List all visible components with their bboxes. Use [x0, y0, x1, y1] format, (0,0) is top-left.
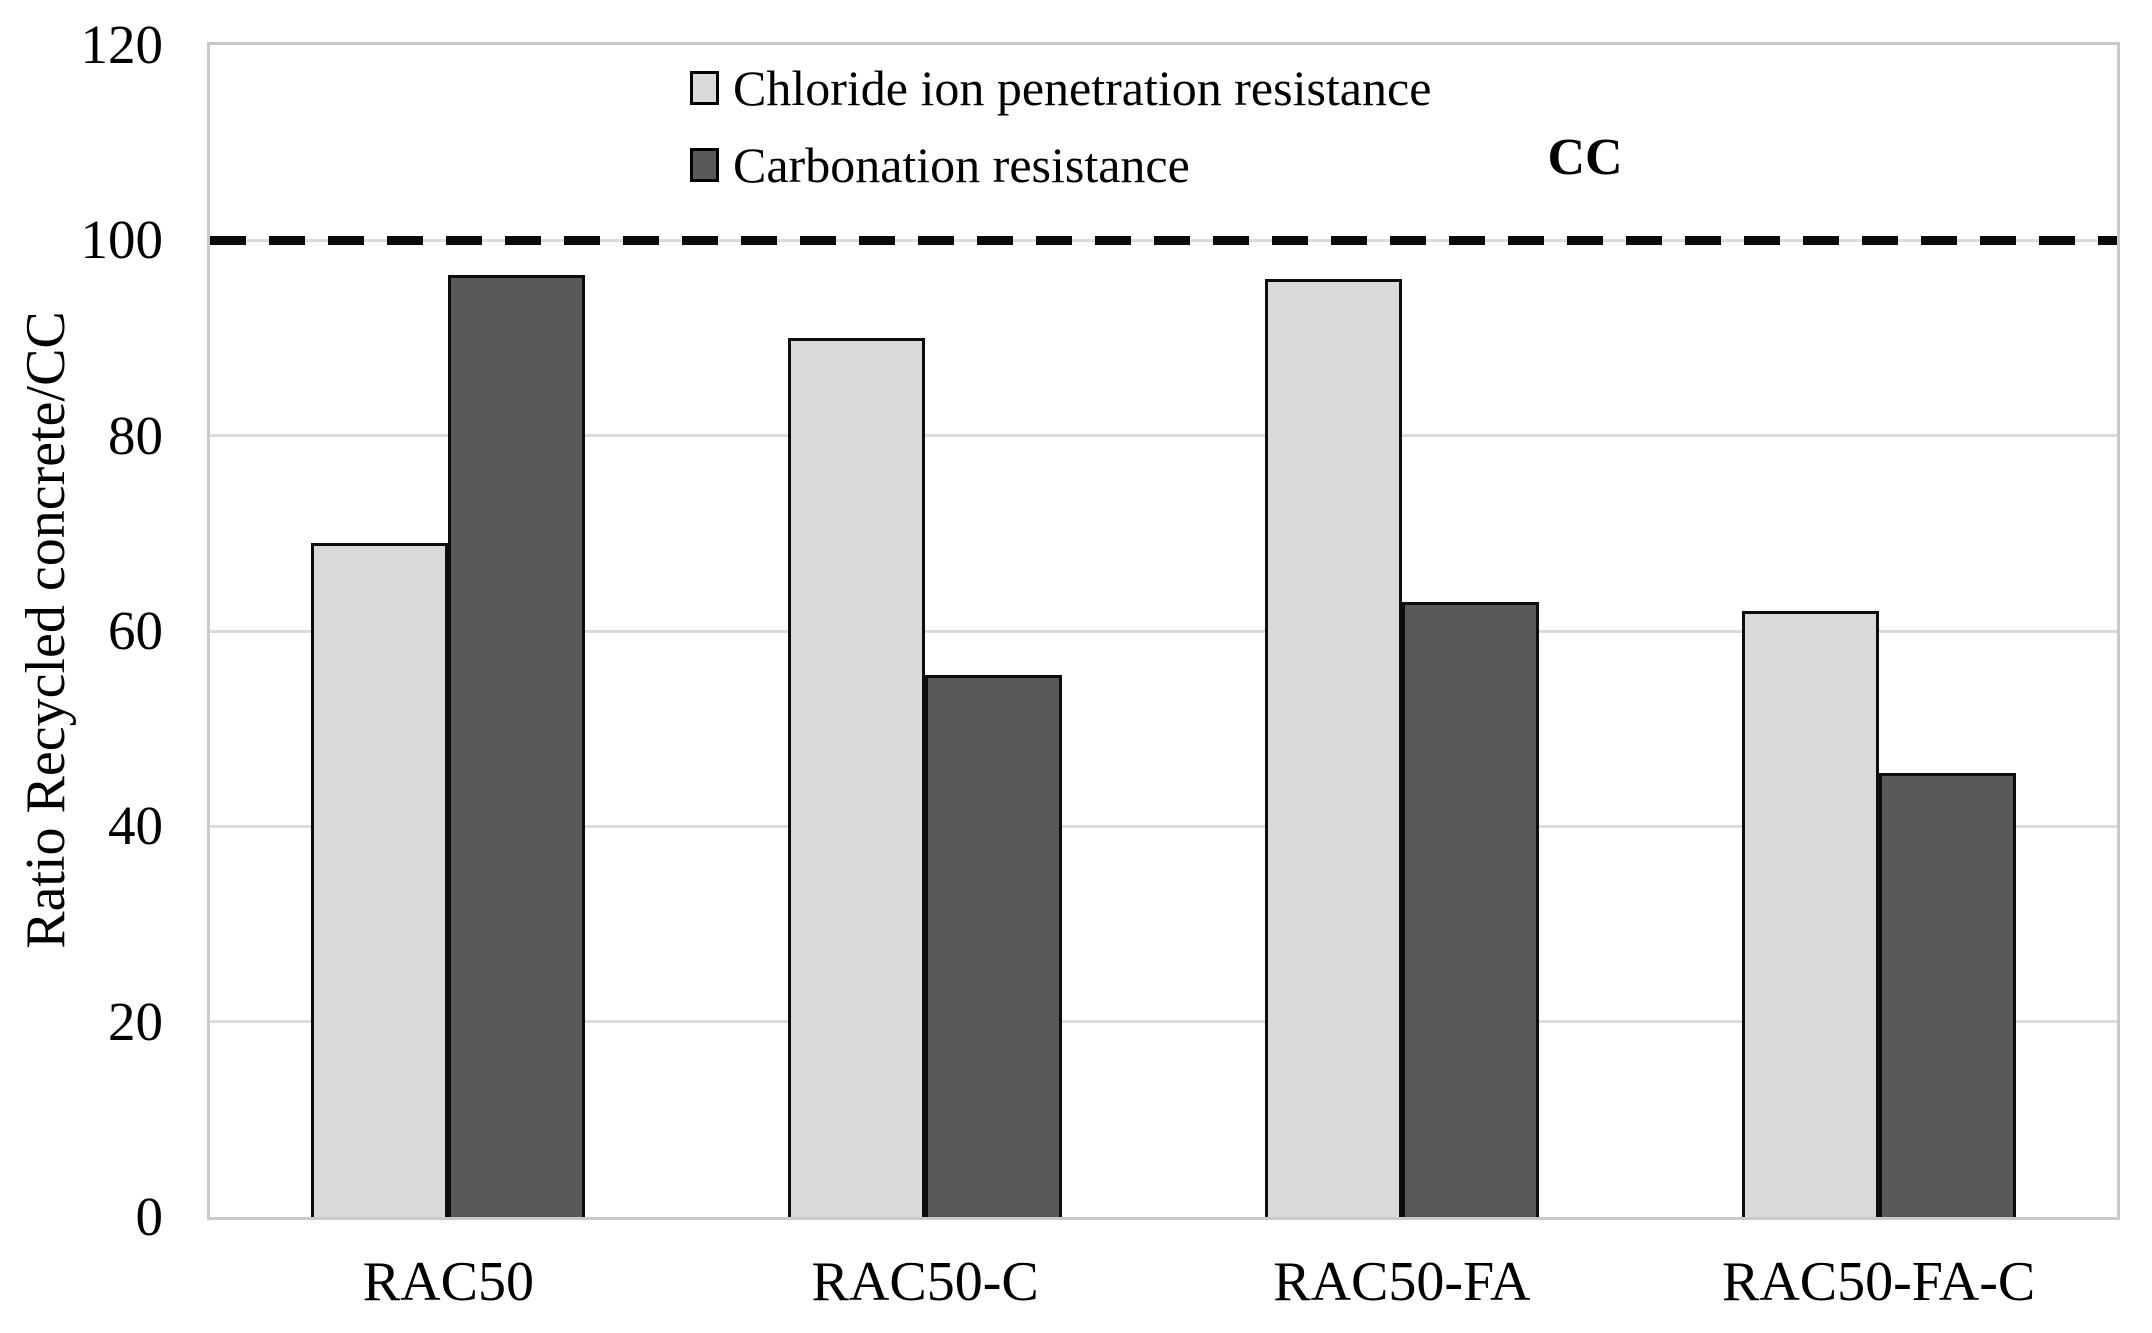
bar-RAC50-C-chloride — [788, 338, 926, 1217]
y-tick-label-0: 0 — [135, 1186, 164, 1247]
bar-RAC50-FA-carbonation — [1401, 601, 1539, 1217]
bar-RAC50-carbonation — [448, 274, 586, 1217]
legend-item-chloride: Chloride ion penetration resistance — [690, 57, 1431, 119]
y-tick-label-80: 80 — [108, 404, 163, 466]
legend-label-chloride: Chloride ion penetration resistance — [733, 60, 1432, 116]
bar-RAC50-FA-C-carbonation — [1878, 772, 2016, 1217]
gridline-20 — [210, 1020, 2117, 1024]
bar-RAC50-FA-chloride — [1264, 279, 1402, 1217]
gridline-60 — [210, 629, 2117, 633]
y-tick-label-40: 40 — [108, 795, 163, 857]
cc-reference-label: CC — [1547, 129, 1623, 186]
bar-RAC50-FA-C-chloride — [1741, 611, 1879, 1217]
gridline-40 — [210, 824, 2117, 828]
legend-swatch-carbonation-icon — [690, 148, 719, 182]
legend: Chloride ion penetration resistance Carb… — [690, 57, 1431, 211]
plot-area: Chloride ion penetration resistance Carb… — [207, 42, 2120, 1220]
x-category-label-RAC50-C: RAC50-C — [811, 1251, 1039, 1313]
y-tick-label-20: 20 — [108, 990, 163, 1052]
x-category-label-RAC50: RAC50 — [362, 1251, 534, 1313]
legend-swatch-chloride-icon — [690, 71, 719, 105]
x-category-label-RAC50-FA: RAC50-FA — [1273, 1251, 1531, 1313]
legend-label-carbonation: Carbonation resistance — [733, 137, 1190, 193]
gridline-80 — [210, 434, 2117, 438]
y-tick-label-100: 100 — [80, 209, 164, 271]
bar-RAC50-chloride — [311, 543, 449, 1217]
cc-reference-dashed-line — [210, 235, 2117, 245]
legend-item-carbonation: Carbonation resistance — [690, 134, 1431, 196]
y-tick-label-120: 120 — [80, 14, 164, 75]
y-tick-label-60: 60 — [108, 600, 163, 661]
x-category-label-RAC50-FA-C: RAC50-FA-C — [1722, 1251, 2036, 1313]
bar-RAC50-C-carbonation — [925, 674, 1063, 1217]
